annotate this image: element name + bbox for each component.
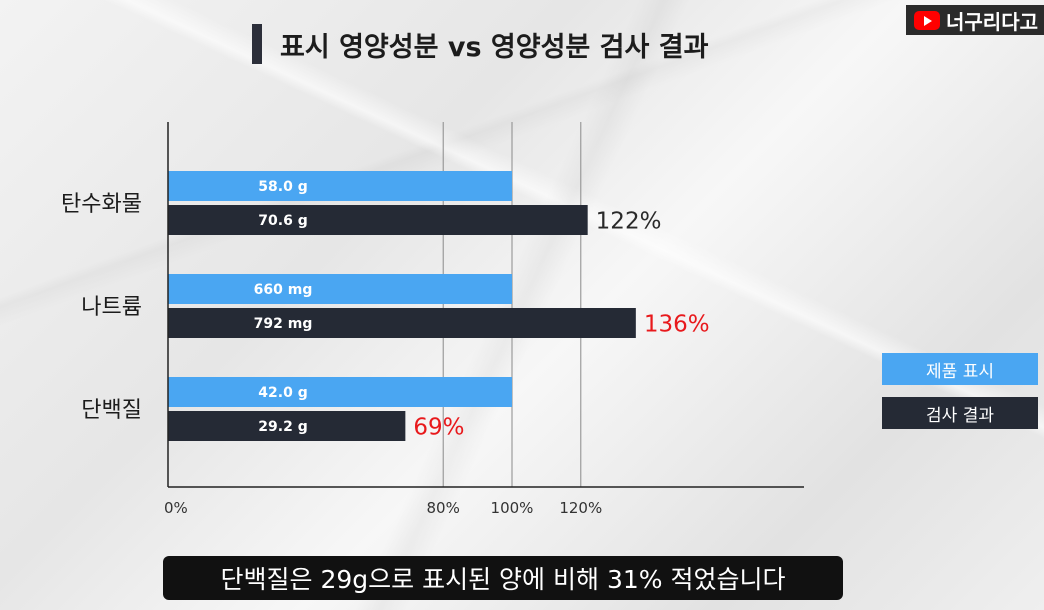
subtitle-caption: 단백질은 29g으로 표시된 양에 비해 31% 적었습니다 bbox=[163, 556, 843, 600]
bar-result bbox=[168, 411, 406, 441]
category-label: 나트륨 bbox=[81, 295, 142, 320]
percent-label: 69% bbox=[413, 415, 464, 441]
bar-value-label: 29.2 g bbox=[258, 419, 307, 435]
bar-value-label: 660 mg bbox=[254, 282, 313, 298]
legend-item-result: 검사 결과 bbox=[882, 397, 1038, 429]
x-tick-label: 100% bbox=[491, 499, 534, 517]
channel-badge: 너구리다고 bbox=[906, 5, 1044, 35]
bar-result bbox=[168, 308, 636, 338]
title-accent-bar bbox=[252, 24, 262, 64]
percent-label: 122% bbox=[596, 209, 662, 235]
x-tick-label: 80% bbox=[427, 499, 460, 517]
bar-label bbox=[168, 377, 512, 407]
x-tick-label: 0% bbox=[164, 499, 188, 517]
x-tick-label: 120% bbox=[559, 499, 602, 517]
bar-label bbox=[168, 171, 512, 201]
title-text: 표시 영양성분 vs 영양성분 검사 결과 bbox=[280, 31, 709, 63]
bar-label bbox=[168, 274, 512, 304]
category-label: 단백질 bbox=[81, 398, 142, 423]
bar-value-label: 70.6 g bbox=[258, 213, 307, 229]
bar-value-label: 792 mg bbox=[254, 316, 313, 332]
legend-item-label: 제품 표시 bbox=[882, 353, 1038, 385]
chart-title: 표시 영양성분 vs 영양성분 검사 결과 bbox=[252, 24, 708, 64]
bar-value-label: 42.0 g bbox=[258, 385, 307, 401]
bar-value-label: 58.0 g bbox=[258, 179, 307, 195]
percent-label: 136% bbox=[644, 312, 710, 338]
channel-name: 너구리다고 bbox=[946, 9, 1038, 34]
youtube-play-icon bbox=[914, 10, 940, 30]
bar-result bbox=[168, 205, 588, 235]
category-label: 탄수화물 bbox=[61, 192, 142, 217]
